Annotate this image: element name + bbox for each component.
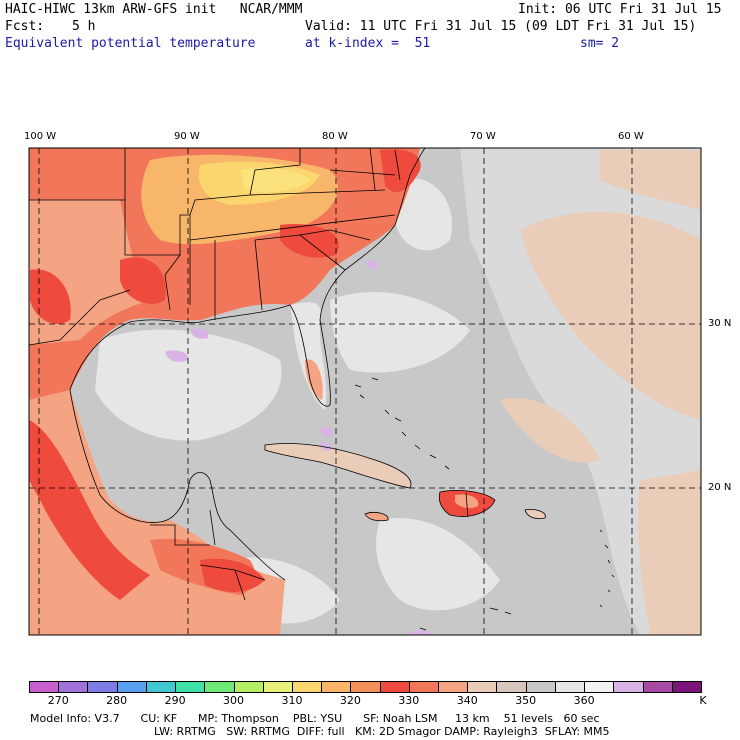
colorbar-tick-label: 340 xyxy=(456,694,478,707)
colorbar-tick-label: 270 xyxy=(47,694,69,707)
colorbar-swatch xyxy=(496,681,527,693)
lon-label-80w: 80 W xyxy=(322,131,348,142)
colorbar-swatch xyxy=(554,681,586,693)
colorbar-swatch xyxy=(321,681,352,693)
lat-label-30n: 30 N xyxy=(708,318,732,329)
colorbar-swatch xyxy=(671,681,702,693)
map-frame xyxy=(28,147,702,636)
colorbar-swatch xyxy=(291,681,323,693)
lon-label-60w: 60 W xyxy=(618,131,644,142)
colorbar-swatch xyxy=(350,681,381,693)
colorbar-swatch xyxy=(438,681,469,693)
colorbar-swatch xyxy=(145,681,177,693)
colorbar-tick-label: 280 xyxy=(106,694,128,707)
colorbar-tick-label: 320 xyxy=(339,694,361,707)
colorbar-swatch xyxy=(408,681,440,693)
colorbar-tick-label: 300 xyxy=(223,694,245,707)
boundary-lines xyxy=(29,148,615,631)
colorbar-swatch xyxy=(584,681,615,693)
colorbar-swatch xyxy=(525,681,556,693)
colorbar-swatch xyxy=(58,681,89,693)
model-info-line1: Model Info: V3.7 CU: KF MP: Thompson PBL… xyxy=(30,712,600,725)
colorbar-swatch xyxy=(467,681,498,693)
field-name: Equivalent potential temperature xyxy=(5,36,256,51)
forecast-label: Fcst: xyxy=(5,19,45,34)
colorbar-unit: K xyxy=(699,694,707,707)
colorbar-swatch xyxy=(175,681,206,693)
colorbar-swatch xyxy=(233,681,264,693)
model-info-line2: LW: RRTMG SW: RRTMG DIFF: full KM: 2D Sm… xyxy=(154,725,610,738)
colorbar-tick-label: 350 xyxy=(515,694,537,707)
colorbar-tick-label: 310 xyxy=(281,694,303,707)
grid-lines xyxy=(29,148,701,635)
colorbar-swatch xyxy=(204,681,235,693)
lon-label-100w: 100 W xyxy=(24,131,57,142)
forecast-hour: 5 h xyxy=(72,19,96,34)
colorbar-swatch xyxy=(262,681,293,693)
colorbar-swatch xyxy=(613,681,644,693)
smoothing-value: sm= 2 xyxy=(580,36,620,51)
level-index: at k-index = 51 xyxy=(305,36,431,51)
init-time: Init: 06 UTC Fri 31 Jul 15 xyxy=(518,2,722,17)
colorbar-tick-label: 360 xyxy=(573,694,595,707)
lon-label-90w: 90 W xyxy=(174,131,200,142)
colorbar-swatch xyxy=(29,681,60,693)
colorbar-tick-label: 290 xyxy=(164,694,186,707)
colorbar-swatch xyxy=(87,681,118,693)
colorbar-swatch xyxy=(379,681,410,693)
colorbar-swatch xyxy=(642,681,673,693)
valid-time: Valid: 11 UTC Fri 31 Jul 15 (09 LDT Fri … xyxy=(305,19,697,34)
colorbar-tick-label: 330 xyxy=(398,694,420,707)
colorbar-swatch xyxy=(116,681,147,693)
map-field xyxy=(29,148,701,635)
lon-label-70w: 70 W xyxy=(470,131,496,142)
model-title: HAIC-HIWC 13km ARW-GFS init NCAR/MMM xyxy=(5,2,303,17)
lat-label-20n: 20 N xyxy=(708,482,732,493)
